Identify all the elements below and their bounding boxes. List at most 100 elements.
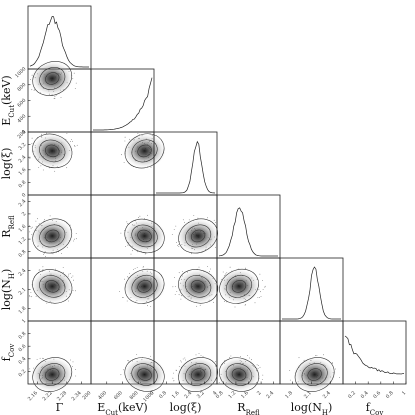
sample-point xyxy=(36,359,38,360)
sample-point xyxy=(130,253,132,255)
sample-point xyxy=(62,267,64,268)
sample-point xyxy=(125,246,126,247)
sample-point xyxy=(200,355,202,356)
contour-level-2 xyxy=(39,224,66,248)
panel-lognh-vs-ecut xyxy=(90,257,166,322)
sample-point xyxy=(199,304,201,306)
sample-point xyxy=(202,355,204,357)
contour-level-2 xyxy=(131,274,158,298)
y-tick-label: 0.8 xyxy=(18,180,28,190)
y-tick-label: 600 xyxy=(16,98,27,109)
sample-point xyxy=(173,372,174,374)
axis-label-main: log(ξ) xyxy=(0,148,13,180)
panel-logxi-vs-ecut xyxy=(90,131,166,196)
axis-label-gamma: Γ xyxy=(56,401,64,414)
sample-point xyxy=(29,296,31,298)
sample-point xyxy=(177,245,179,246)
x-tick-label: 1 xyxy=(401,390,407,396)
contour-level-2 xyxy=(39,363,66,386)
contour-level-1 xyxy=(219,268,259,304)
sample-point xyxy=(132,250,133,252)
y-tick-label: 1.2 xyxy=(18,236,28,246)
x-tick-label: 400 xyxy=(97,390,108,401)
density-blob xyxy=(176,218,220,254)
sample-point xyxy=(184,357,186,359)
density-blob xyxy=(123,269,166,304)
sample-point xyxy=(31,143,33,144)
sample-point xyxy=(150,306,152,307)
sample-point xyxy=(260,291,261,293)
sample-point xyxy=(196,305,198,307)
sample-point xyxy=(29,231,31,233)
density-blob xyxy=(176,269,220,304)
contour-level-2 xyxy=(131,139,158,163)
x-tick-label: 0.8 xyxy=(158,390,168,400)
y-tick-label: 1.8 xyxy=(18,306,28,316)
contour-level-3 xyxy=(137,280,152,293)
sample-point xyxy=(173,380,175,382)
x-tick-label: 0.8 xyxy=(215,390,225,400)
sample-point xyxy=(229,266,231,268)
sample-point xyxy=(68,273,70,275)
sample-point xyxy=(138,217,139,219)
contour-level-3 xyxy=(190,280,206,293)
axis-label-subscript: H xyxy=(322,409,328,415)
sample-point xyxy=(52,253,54,255)
sample-point xyxy=(260,296,262,297)
sample-point xyxy=(251,359,252,361)
contour-level-3 xyxy=(45,368,60,381)
sample-point xyxy=(75,82,77,84)
sample-point xyxy=(126,221,128,223)
axis-label-main: E xyxy=(97,401,105,414)
panel-logxi-vs-gamma: 0 0.8 1.6 2.4 3.2 4 xyxy=(18,129,92,199)
sample-point xyxy=(120,374,122,376)
sample-point xyxy=(175,225,177,227)
density-blob xyxy=(176,357,220,392)
histogram-logxi xyxy=(156,140,216,194)
axis-label-ecut: ECut(keV) xyxy=(0,75,16,125)
y-tick-label: 4 xyxy=(21,129,27,135)
sample-point xyxy=(298,357,300,359)
axis-label-subscript: Cut xyxy=(105,409,118,415)
sample-point xyxy=(35,220,37,222)
panel-grid: 200400600800100000.81.62.43.240.81.21.62… xyxy=(14,5,407,403)
sample-point xyxy=(178,246,180,248)
sample-point xyxy=(73,238,75,240)
contour-level-1 xyxy=(178,357,218,392)
panel-fcov-vs-fcov: 0.2 0.4 0.6 0.8 1 xyxy=(342,320,407,400)
sample-point xyxy=(127,360,129,361)
sample-point xyxy=(180,298,182,300)
sample-point xyxy=(215,246,216,248)
y-tick-label: 0.6 xyxy=(18,343,28,353)
panel-frame xyxy=(279,257,344,322)
x-tick-label: 800 xyxy=(129,390,140,401)
density-blob xyxy=(123,357,166,392)
sample-point xyxy=(43,254,44,255)
y-tick-label: 2.1 xyxy=(18,287,28,297)
sample-point xyxy=(182,271,184,272)
sample-point xyxy=(207,266,208,267)
sample-point xyxy=(29,225,30,227)
panel-gamma-vs-gamma xyxy=(27,5,92,70)
panel-fcov-vs-rrefl: 0.8 1.2 1.6 2 2.4 xyxy=(215,320,281,400)
sample-point xyxy=(72,140,73,142)
sample-point xyxy=(197,217,199,219)
y-tick-label: 2.4 xyxy=(18,268,28,278)
sample-point xyxy=(213,219,215,221)
x-tick-label: 1.2 xyxy=(227,390,237,400)
sample-point xyxy=(249,357,251,359)
sample-point xyxy=(46,132,47,134)
sample-point xyxy=(123,162,125,164)
panel-frame xyxy=(153,131,218,196)
sample-point xyxy=(181,361,183,363)
sample-point xyxy=(53,98,55,99)
sample-point xyxy=(66,167,68,169)
sample-point xyxy=(124,140,126,142)
axis-label-suffix: (keV) xyxy=(0,75,13,105)
sample-point xyxy=(184,221,186,223)
sample-point xyxy=(339,377,340,378)
panel-fcov-vs-logxi: 0 0.8 1.6 2.4 3.2 4 xyxy=(149,320,220,400)
contour-level-3 xyxy=(137,368,152,381)
panel-ecut-vs-gamma: 200 400 600 800 1000 xyxy=(14,61,92,140)
sample-point xyxy=(127,223,129,225)
